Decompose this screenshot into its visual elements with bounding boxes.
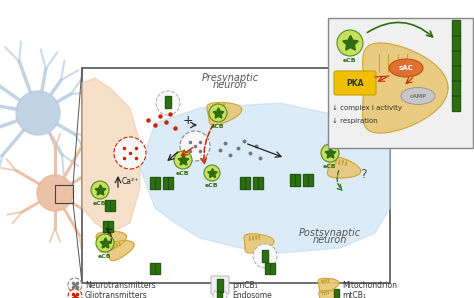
Polygon shape	[163, 177, 168, 189]
Text: eCB: eCB	[93, 201, 107, 206]
Circle shape	[156, 91, 180, 115]
Polygon shape	[105, 199, 110, 210]
Text: ?: ?	[360, 168, 366, 181]
Polygon shape	[140, 103, 390, 253]
Polygon shape	[150, 177, 155, 189]
Polygon shape	[265, 263, 270, 274]
Circle shape	[337, 30, 363, 56]
Polygon shape	[253, 177, 258, 189]
Text: eCB: eCB	[343, 58, 357, 63]
Polygon shape	[270, 263, 275, 274]
Polygon shape	[155, 263, 160, 274]
Text: ↓ complex I activity: ↓ complex I activity	[332, 105, 402, 111]
Text: eCB: eCB	[205, 183, 219, 188]
Text: cAMP: cAMP	[410, 94, 427, 99]
Bar	[328, 18, 473, 148]
Polygon shape	[110, 199, 115, 210]
Polygon shape	[165, 96, 171, 108]
Polygon shape	[308, 174, 313, 186]
Text: eCB: eCB	[98, 254, 112, 259]
Polygon shape	[108, 221, 113, 232]
Text: ↓ respiration: ↓ respiration	[332, 118, 378, 124]
Circle shape	[253, 244, 277, 268]
Polygon shape	[240, 177, 245, 189]
Ellipse shape	[389, 59, 423, 77]
Text: pmCB₁: pmCB₁	[232, 280, 258, 289]
Polygon shape	[295, 174, 300, 186]
Polygon shape	[37, 175, 73, 211]
Polygon shape	[452, 50, 460, 66]
Polygon shape	[103, 221, 108, 232]
Text: Presynaptic: Presynaptic	[201, 73, 258, 83]
Polygon shape	[452, 80, 460, 96]
Polygon shape	[363, 43, 448, 133]
Polygon shape	[452, 35, 460, 51]
Circle shape	[213, 289, 227, 298]
Text: Neurotransmitters: Neurotransmitters	[85, 280, 156, 289]
FancyBboxPatch shape	[334, 71, 376, 95]
Polygon shape	[452, 20, 460, 36]
Text: eCB: eCB	[323, 164, 337, 169]
Circle shape	[321, 144, 339, 162]
Polygon shape	[244, 234, 274, 253]
Polygon shape	[16, 91, 60, 135]
Text: neuron: neuron	[213, 80, 247, 90]
Bar	[55, 185, 73, 203]
Text: neuron: neuron	[313, 235, 347, 245]
Polygon shape	[217, 279, 223, 291]
Circle shape	[209, 104, 227, 122]
Text: eCB: eCB	[211, 124, 225, 129]
Text: Ca²⁺: Ca²⁺	[122, 176, 139, 185]
Polygon shape	[262, 250, 268, 262]
Circle shape	[96, 234, 114, 252]
Text: mtCB₁: mtCB₁	[342, 291, 366, 298]
Polygon shape	[207, 103, 242, 125]
Bar	[82, 68, 390, 283]
Polygon shape	[218, 291, 222, 298]
Text: PKA: PKA	[346, 78, 364, 88]
Polygon shape	[318, 278, 339, 293]
Text: eCB: eCB	[176, 171, 190, 176]
Polygon shape	[452, 65, 460, 81]
Polygon shape	[245, 177, 250, 189]
Polygon shape	[328, 156, 361, 178]
Circle shape	[114, 137, 146, 169]
Polygon shape	[82, 78, 140, 233]
Text: Mitochondrion: Mitochondrion	[342, 280, 397, 289]
Circle shape	[68, 278, 82, 292]
Polygon shape	[150, 263, 155, 274]
Circle shape	[174, 151, 192, 169]
Circle shape	[180, 131, 210, 161]
Polygon shape	[290, 174, 295, 186]
Circle shape	[91, 181, 109, 199]
Text: Postsynaptic: Postsynaptic	[299, 228, 361, 238]
Text: Endosome: Endosome	[232, 291, 272, 298]
Polygon shape	[155, 177, 160, 189]
Polygon shape	[452, 95, 460, 111]
Polygon shape	[303, 174, 308, 186]
Polygon shape	[258, 177, 263, 189]
Circle shape	[204, 165, 220, 181]
Text: Gliotransmitters: Gliotransmitters	[85, 291, 148, 298]
Polygon shape	[319, 290, 338, 298]
Text: +: +	[183, 114, 193, 128]
Circle shape	[68, 289, 82, 298]
Polygon shape	[96, 231, 127, 252]
Polygon shape	[168, 177, 173, 189]
Text: sAC: sAC	[399, 65, 413, 71]
Polygon shape	[335, 289, 339, 298]
Polygon shape	[106, 241, 134, 261]
FancyBboxPatch shape	[211, 276, 229, 294]
Ellipse shape	[401, 88, 435, 105]
